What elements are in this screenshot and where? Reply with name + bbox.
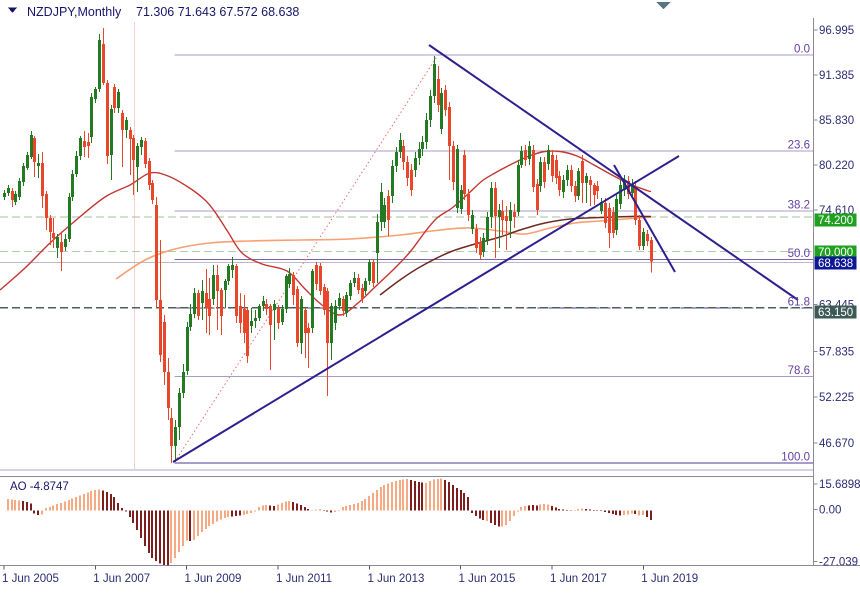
- svg-text:1 Jun 2013: 1 Jun 2013: [368, 573, 425, 585]
- svg-text:0.0: 0.0: [794, 44, 810, 56]
- svg-text:1 Jun 2011: 1 Jun 2011: [276, 573, 332, 585]
- svg-text:52.225: 52.225: [819, 392, 854, 404]
- svg-text:61.8: 61.8: [788, 296, 810, 308]
- svg-text:63.150: 63.150: [818, 307, 853, 319]
- svg-text:80.220: 80.220: [819, 160, 854, 172]
- svg-text:78.6: 78.6: [788, 365, 810, 377]
- svg-text:91.385: 91.385: [819, 70, 854, 82]
- svg-text:1 Jun 2015: 1 Jun 2015: [459, 573, 516, 585]
- svg-text:1 Jun 2007: 1 Jun 2007: [93, 573, 150, 585]
- svg-text:57.835: 57.835: [819, 347, 854, 359]
- svg-text:0.00: 0.00: [819, 505, 841, 517]
- svg-text:NZDJPY,Monthly: NZDJPY,Monthly: [27, 5, 122, 19]
- svg-text:46.670: 46.670: [819, 438, 854, 450]
- svg-text:85.830: 85.830: [819, 115, 854, 127]
- svg-text:1 Jun 2019: 1 Jun 2019: [641, 573, 698, 585]
- svg-text:38.2: 38.2: [788, 200, 810, 212]
- svg-text:1 Jun 2005: 1 Jun 2005: [2, 573, 59, 585]
- svg-text:-27.039: -27.039: [819, 556, 858, 568]
- svg-text:AO -4.8747: AO -4.8747: [10, 481, 69, 493]
- svg-text:70.000: 70.000: [818, 247, 853, 259]
- svg-text:1 Jun 2009: 1 Jun 2009: [185, 573, 242, 585]
- svg-text:71.306 71.643 67.572 68.638: 71.306 71.643 67.572 68.638: [136, 5, 299, 19]
- svg-text:96.995: 96.995: [819, 25, 854, 37]
- svg-text:15.6898: 15.6898: [819, 479, 860, 491]
- svg-text:1 Jun 2017: 1 Jun 2017: [550, 573, 607, 585]
- svg-text:23.6: 23.6: [788, 140, 810, 152]
- svg-text:50.0: 50.0: [788, 248, 810, 260]
- svg-text:100.0: 100.0: [781, 452, 810, 464]
- svg-text:74.200: 74.200: [818, 215, 853, 227]
- svg-text:68.638: 68.638: [818, 258, 853, 270]
